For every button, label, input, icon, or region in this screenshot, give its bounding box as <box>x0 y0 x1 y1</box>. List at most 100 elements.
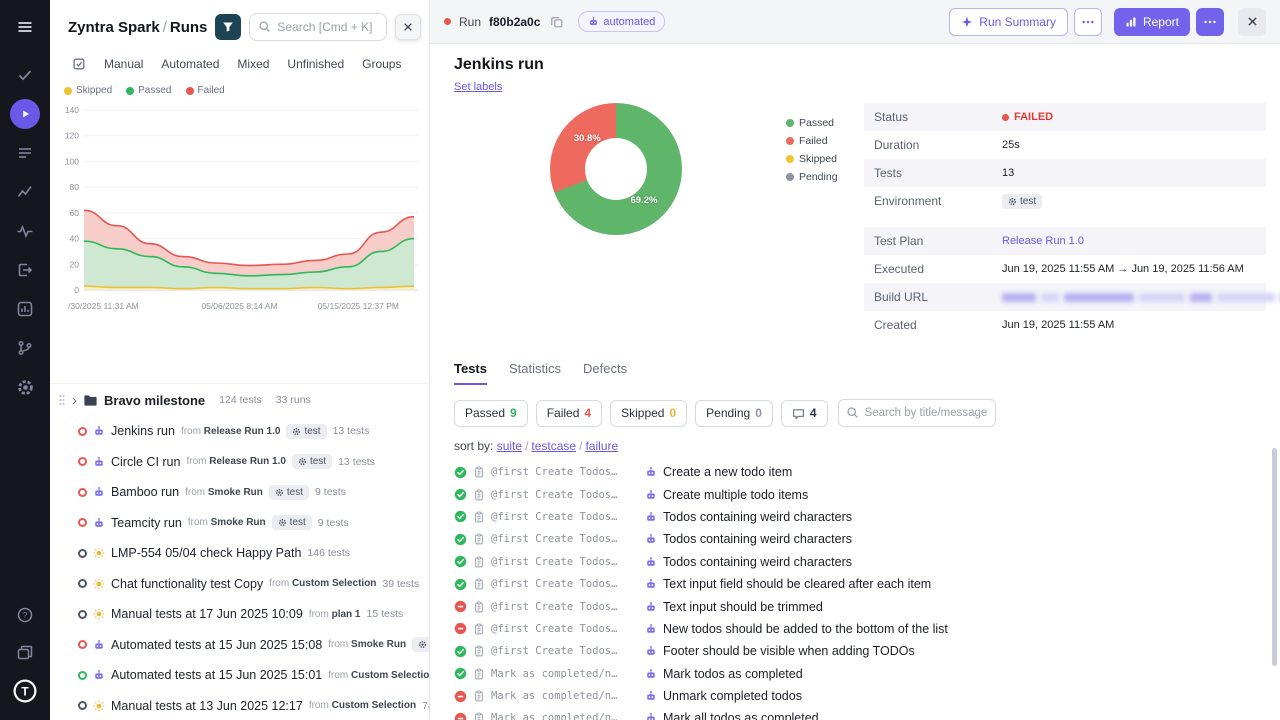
search-box[interactable] <box>249 13 387 41</box>
legend-label: Skipped <box>799 153 837 165</box>
sort-link-failure[interactable]: failure <box>585 439 618 453</box>
run-list-item[interactable]: Manual tests at 17 Jun 2025 10:09from pl… <box>50 599 429 630</box>
run-list-item[interactable]: Manual tests at 13 Jun 2025 12:17from Cu… <box>50 691 429 720</box>
run-list-item[interactable]: Teamcity runfrom Smoke Runtest9 tests <box>50 508 429 539</box>
panel-close-button[interactable] <box>395 14 421 40</box>
test-row[interactable]: Mark as completed/n…Unmark completed tod… <box>454 685 1280 707</box>
test-row[interactable]: @first Create Todos…New todos should be … <box>454 618 1280 640</box>
run-summary-label: Run Summary <box>979 15 1056 29</box>
help-icon[interactable]: ? <box>8 598 42 632</box>
analytics-icon[interactable] <box>8 214 42 248</box>
drag-handle-icon[interactable] <box>58 393 66 407</box>
run-list-item[interactable]: Jenkins runfrom Release Run 1.0test13 te… <box>50 416 429 447</box>
summary-more-button[interactable] <box>1074 8 1102 36</box>
test-row[interactable]: @first Create Todos…Create multiple todo… <box>454 483 1280 505</box>
import-icon[interactable] <box>8 253 42 287</box>
runs-filter-tab[interactable]: Unfinished <box>287 57 344 71</box>
app: ? T Zyntra Spark/Runs <box>0 0 1280 720</box>
test-plan-link[interactable]: Release Run 1.0 <box>1002 235 1084 247</box>
run-list-item[interactable]: Bamboo runfrom Smoke Runtest9 tests <box>50 477 429 508</box>
svg-text:40: 40 <box>70 234 80 244</box>
test-row[interactable]: Mark as completed/n…Mark all todos as co… <box>454 707 1280 720</box>
sort-link-testcase[interactable]: testcase <box>531 439 576 453</box>
projects-icon[interactable] <box>8 636 42 670</box>
trend-icon[interactable] <box>8 175 42 209</box>
test-row[interactable]: @first Create Todos…Create a new todo it… <box>454 461 1280 483</box>
runs-filter-tab[interactable]: Manual <box>104 57 143 71</box>
legend-dot <box>786 137 794 145</box>
filter-chip-skipped[interactable]: Skipped0 <box>610 400 687 427</box>
robot-icon <box>645 533 657 545</box>
chevron-right-icon[interactable]: › <box>72 393 77 408</box>
clipboard-icon <box>473 511 485 523</box>
test-status-icon <box>454 510 467 523</box>
select-runs-icon[interactable] <box>72 57 86 71</box>
close-run-button[interactable] <box>1238 8 1266 36</box>
test-row[interactable]: Mark as completed/n…Mark todos as comple… <box>454 663 1280 685</box>
run-summary-button[interactable]: Run Summary <box>949 8 1068 36</box>
test-suite-label: Mark as completed/n… <box>491 668 639 680</box>
run-list-item[interactable]: Automated tests at 15 Jun 2025 15:08from… <box>50 630 429 661</box>
copy-run-id-button[interactable] <box>548 13 566 31</box>
run-from: from Custom Selection <box>269 578 376 589</box>
run-list-item[interactable]: LMP-554 05/04 check Happy Path146 tests <box>50 538 429 569</box>
robot-icon <box>93 425 105 437</box>
test-status-icon <box>454 690 467 703</box>
tests-search-input[interactable] <box>838 399 996 427</box>
test-row[interactable]: @first Create Todos…Todos containing wei… <box>454 506 1280 528</box>
run-list-item[interactable]: Chat functionality test Copyfrom Custom … <box>50 569 429 600</box>
robot-icon <box>645 466 657 478</box>
branches-icon[interactable] <box>8 331 42 365</box>
set-labels-link[interactable]: Set labels <box>454 81 502 93</box>
test-suite-label: @first Create Todos… <box>491 601 639 613</box>
detail-row: Duration25s <box>864 131 1266 159</box>
detail-value-text: Jun 19, 2025 11:55 AM → Jun 19, 2025 11:… <box>1002 263 1244 275</box>
tests-search-box[interactable] <box>838 399 996 427</box>
run-tests-count: 15 tests <box>367 608 404 620</box>
comments-filter-chip[interactable]: 4 <box>781 400 828 427</box>
filter-chip-failed[interactable]: Failed4 <box>536 400 602 427</box>
scrollbar-thumb[interactable] <box>1272 448 1277 666</box>
runs-icon[interactable] <box>8 97 42 131</box>
sort-link-suite[interactable]: suite <box>497 439 522 453</box>
runs-filter-tab[interactable]: Automated <box>161 57 219 71</box>
settings-icon[interactable] <box>8 370 42 404</box>
sun-icon <box>93 700 105 712</box>
run-list-item[interactable]: Circle CI runfrom Release Run 1.0test13 … <box>50 447 429 478</box>
run-actions: Run Summary Report <box>949 8 1266 36</box>
detail-row: StatusFAILED <box>864 103 1266 131</box>
test-row[interactable]: @first Create Todos…Todos containing wei… <box>454 528 1280 550</box>
filter-button[interactable] <box>215 14 241 40</box>
test-row[interactable]: @first Create Todos…Footer should be vis… <box>454 640 1280 662</box>
test-row[interactable]: @first Create Todos…Text input field sho… <box>454 573 1280 595</box>
suites-icon[interactable] <box>8 136 42 170</box>
test-row[interactable]: @first Create Todos…Todos containing wei… <box>454 551 1280 573</box>
run-list-item[interactable]: Automated tests at 15 Jun 2025 15:01from… <box>50 660 429 691</box>
automated-badge-label: automated <box>603 16 655 28</box>
detail-label: Build URL <box>874 290 1002 304</box>
tab-defects[interactable]: Defects <box>583 361 627 385</box>
tab-tests[interactable]: Tests <box>454 361 487 385</box>
tab-statistics[interactable]: Statistics <box>509 361 561 385</box>
donut-hole <box>585 138 647 200</box>
test-suite-label: @first Create Todos… <box>491 556 639 568</box>
automated-badge: automated <box>578 11 665 32</box>
legend-dot <box>64 87 72 95</box>
runs-filter-tab[interactable]: Groups <box>362 57 401 71</box>
test-row[interactable]: @first Create Todos…Text input should be… <box>454 595 1280 617</box>
report-button[interactable]: Report <box>1114 8 1190 36</box>
filter-chip-passed[interactable]: Passed9 <box>454 400 528 427</box>
report-more-button[interactable] <box>1196 8 1224 36</box>
runs-filter-tab[interactable]: Mixed <box>237 57 269 71</box>
test-title: Todos containing weird characters <box>663 510 852 524</box>
menu-icon[interactable] <box>8 10 42 44</box>
project-name[interactable]: Zyntra Spark <box>68 19 160 36</box>
sort-row: sort by: suite/testcase/failure <box>430 439 1280 453</box>
reports-icon[interactable] <box>8 292 42 326</box>
filter-chip-pending[interactable]: Pending0 <box>695 400 773 427</box>
logo-icon[interactable]: T <box>8 674 42 708</box>
checks-icon[interactable] <box>8 58 42 92</box>
milestone-row[interactable]: › Bravo milestone 124 tests 33 runs <box>50 384 429 416</box>
detail-value: Release Run 1.0 <box>1002 235 1084 247</box>
svg-text:T: T <box>21 684 29 698</box>
